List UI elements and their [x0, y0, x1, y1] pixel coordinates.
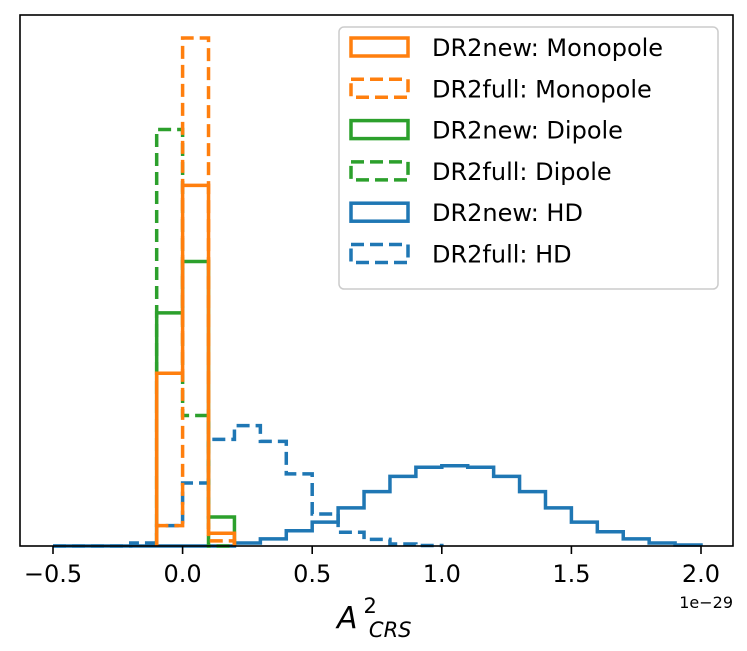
- legend-item-dr2full-hd: DR2full: HD: [349, 241, 572, 269]
- series-dr2new-dipole: [154, 259, 237, 546]
- x-tick-label: 0.5: [293, 560, 331, 588]
- legend-item-dr2new-dipole: DR2new: Dipole: [349, 117, 623, 145]
- legend-label: DR2full: Dipole: [432, 158, 612, 186]
- legend-label: DR2new: Dipole: [432, 117, 623, 145]
- x-axis-label-subscript: CRS: [369, 618, 412, 642]
- x-axis-label-superscript: 2: [364, 594, 377, 618]
- x-axis-label-base: A: [335, 601, 358, 636]
- axes-frame: [19, 14, 734, 547]
- series-dr2new-monopole: [154, 183, 237, 546]
- x-tick-label: 1.5: [552, 560, 590, 588]
- x-axis-label: A 2 CRS: [335, 594, 412, 642]
- legend-label: DR2full: Monopole: [432, 75, 652, 103]
- legend-label: DR2new: Monopole: [432, 34, 663, 62]
- legend-swatch: [349, 242, 410, 265]
- x-tick-label: −0.5: [24, 560, 82, 588]
- axes-border: [19, 14, 734, 547]
- legend-frame: [338, 26, 719, 290]
- legend-item-dr2full-monopole: DR2full: Monopole: [349, 75, 652, 103]
- legend-label: DR2new: HD: [432, 199, 583, 227]
- legend-item-dr2full-dipole: DR2full: Dipole: [349, 158, 612, 186]
- x-tick-label: 2.0: [682, 560, 720, 588]
- legend-swatch: [349, 77, 410, 100]
- legend-swatch: [349, 160, 410, 182]
- x-axis-offset-label: 1e−29: [679, 593, 733, 612]
- legend-swatch: [349, 36, 410, 58]
- legend-item-dr2new-monopole: DR2new: Monopole: [349, 34, 663, 62]
- series-dr2full-monopole: [154, 36, 237, 546]
- x-tick-label: 1.0: [423, 560, 461, 588]
- x-tick-label: 0.0: [164, 560, 202, 588]
- x-axis-ticks: −0.5 0.0 0.5 1.0 1.5 2.0: [24, 546, 720, 588]
- legend-label: DR2full: HD: [432, 241, 572, 269]
- legend: DR2new: Monopole DR2full: Monopole DR2new:…: [338, 26, 719, 290]
- series-dr2full-hd: [53, 423, 444, 548]
- legend-swatch: [349, 201, 410, 223]
- legend-item-dr2new-hd: DR2new: HD: [349, 199, 583, 227]
- legend-swatch: [349, 118, 410, 141]
